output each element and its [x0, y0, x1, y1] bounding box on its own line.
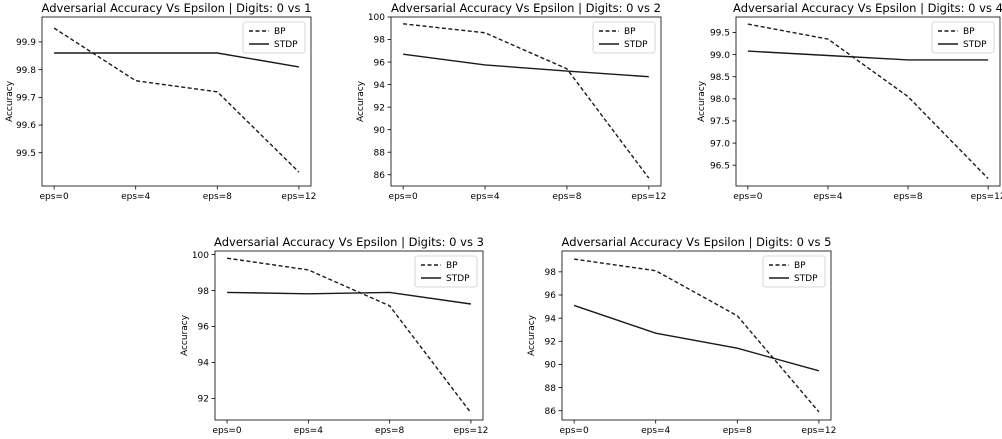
x-tick-label: eps=0 — [212, 426, 241, 436]
y-tick-label: 100 — [368, 13, 385, 23]
chart-2: Adversarial Accuracy Vs Epsilon | Digits… — [356, 1, 666, 202]
legend-box — [592, 21, 656, 54]
chart-4: Adversarial Accuracy Vs Epsilon | Digits… — [180, 235, 488, 436]
chart-title: Adversarial Accuracy Vs Epsilon | Digits… — [214, 235, 484, 249]
y-tick-label: 98 — [198, 287, 210, 297]
series-line-bp — [574, 258, 820, 413]
legend-label: BP — [624, 27, 636, 37]
legend-label: STDP — [624, 40, 648, 50]
x-tick-label: eps=12 — [281, 192, 316, 202]
plot-frame — [735, 16, 1001, 187]
legend-box — [762, 255, 826, 288]
x-tick-label: eps=0 — [39, 192, 68, 202]
y-tick-label: 99.0 — [710, 51, 730, 61]
legend-label: STDP — [963, 40, 987, 50]
legend-label: STDP — [274, 40, 298, 50]
x-tick-label: eps=4 — [641, 426, 670, 436]
y-axis-label: Accuracy — [356, 80, 366, 122]
y-tick-label: 92 — [374, 103, 385, 113]
legend-box — [414, 255, 478, 288]
plot-frame — [561, 250, 832, 421]
y-tick-label: 92 — [545, 337, 556, 347]
legend-label: STDP — [446, 274, 470, 284]
y-tick-label: 98 — [374, 36, 386, 46]
legend-label: STDP — [794, 274, 818, 284]
y-tick-label: 99.7 — [16, 94, 36, 104]
y-tick-label: 96 — [374, 58, 386, 68]
legend-label: BP — [274, 27, 286, 37]
y-tick-label: 99.6 — [16, 121, 36, 131]
y-tick-label: 90 — [545, 361, 557, 371]
y-tick-label: 94 — [545, 314, 557, 324]
x-tick-label: eps=0 — [389, 192, 418, 202]
x-tick-label: eps=8 — [203, 192, 232, 202]
x-tick-label: eps=12 — [453, 426, 488, 436]
y-tick-label: 99.5 — [710, 29, 730, 39]
x-tick-label: eps=8 — [375, 426, 404, 436]
x-tick-label: eps=0 — [559, 426, 588, 436]
y-axis-label: Accuracy — [527, 314, 537, 356]
chart-title: Adversarial Accuracy Vs Epsilon | Digits… — [42, 1, 312, 15]
chart-title: Adversarial Accuracy Vs Epsilon | Digits… — [391, 1, 661, 15]
x-tick-label: eps=12 — [801, 426, 836, 436]
y-tick-label: 96 — [198, 323, 210, 333]
y-axis-label: Accuracy — [180, 314, 190, 356]
x-tick-label: eps=8 — [893, 192, 922, 202]
chart-5: Adversarial Accuracy Vs Epsilon | Digits… — [527, 235, 836, 436]
y-axis-label: Accuracy — [5, 80, 15, 122]
x-tick-label: eps=4 — [294, 426, 323, 436]
y-tick-label: 98.0 — [710, 95, 730, 105]
series-line-stdp — [747, 50, 989, 61]
legend-label: BP — [794, 261, 806, 271]
x-tick-label: eps=4 — [121, 192, 150, 202]
y-tick-label: 96 — [545, 291, 557, 301]
chart-1: Adversarial Accuracy Vs Epsilon | Digits… — [5, 1, 316, 202]
y-tick-label: 97.0 — [710, 139, 730, 149]
x-tick-label: eps=4 — [470, 192, 499, 202]
series-line-bp — [403, 23, 650, 179]
series-line-bp — [227, 257, 472, 414]
x-tick-label: eps=0 — [733, 192, 762, 202]
x-tick-label: eps=4 — [813, 192, 842, 202]
y-tick-label: 86 — [545, 407, 557, 417]
y-tick-label: 99.9 — [16, 38, 36, 48]
y-tick-label: 98.5 — [710, 73, 730, 83]
series-line-bp — [747, 23, 989, 179]
legend-box — [242, 21, 306, 54]
y-tick-label: 99.8 — [16, 66, 36, 76]
series-line-stdp — [573, 304, 820, 372]
series-line-bp — [53, 27, 300, 173]
series-line-stdp — [54, 52, 300, 68]
x-tick-label: eps=12 — [971, 192, 1002, 202]
y-tick-label: 92 — [198, 395, 209, 405]
chart-3: Adversarial Accuracy Vs Epsilon | Digits… — [697, 1, 1002, 202]
y-tick-label: 97.5 — [710, 117, 730, 127]
x-tick-label: eps=8 — [552, 192, 581, 202]
legend-box — [931, 21, 995, 54]
y-tick-label: 96.5 — [710, 161, 730, 171]
y-tick-label: 90 — [374, 126, 386, 136]
y-tick-label: 88 — [545, 384, 557, 394]
y-tick-label: 86 — [374, 171, 386, 181]
y-tick-label: 88 — [374, 148, 386, 158]
y-tick-label: 99.5 — [16, 149, 36, 159]
chart-title: Adversarial Accuracy Vs Epsilon | Digits… — [562, 235, 832, 249]
x-tick-label: eps=12 — [631, 192, 666, 202]
plot-frame — [214, 250, 484, 421]
series-line-stdp — [227, 291, 471, 305]
legend-label: BP — [963, 27, 975, 37]
x-tick-label: eps=8 — [723, 426, 752, 436]
y-tick-label: 98 — [545, 268, 557, 278]
plot-frame — [390, 16, 662, 187]
plot-frame — [41, 16, 312, 187]
chart-title: Adversarial Accuracy Vs Epsilon | Digits… — [733, 1, 1002, 15]
y-tick-label: 94 — [374, 81, 386, 91]
y-axis-label: Accuracy — [697, 80, 707, 122]
y-tick-label: 94 — [198, 359, 210, 369]
series-line-stdp — [403, 53, 649, 78]
y-tick-label: 100 — [192, 251, 209, 261]
legend-label: BP — [446, 261, 458, 271]
